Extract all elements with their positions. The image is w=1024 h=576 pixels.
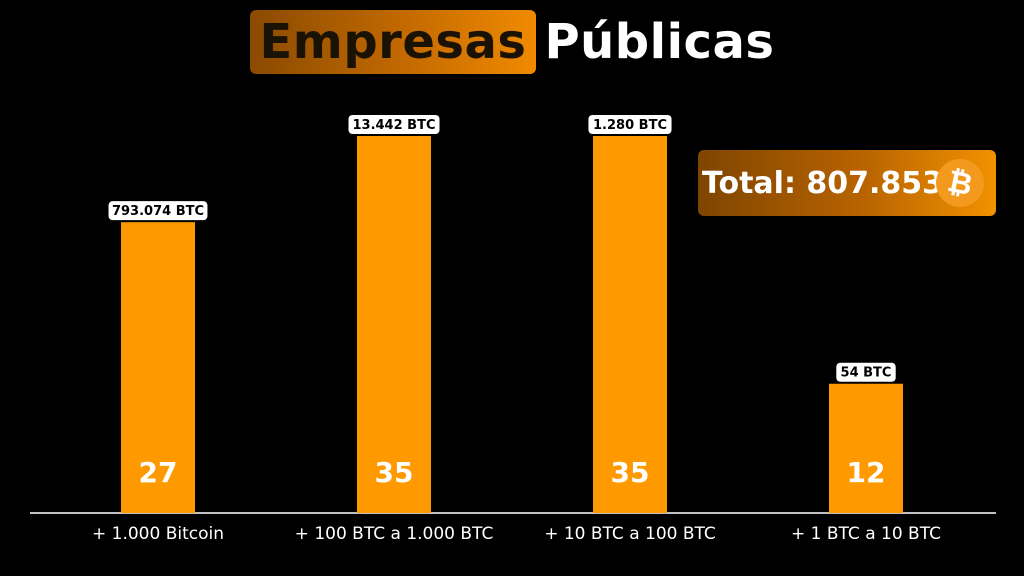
bar-count-label: 27: [139, 456, 178, 489]
data-label: 793.074 BTC: [112, 204, 204, 219]
bar-count-label: 35: [611, 456, 650, 489]
title-highlight: Empresas: [249, 10, 537, 74]
x-tick-label: + 100 BTC a 1.000 BTC: [295, 524, 494, 544]
bar: [593, 136, 667, 513]
data-label-pill: [348, 115, 440, 134]
data-label: 13.442 BTC: [352, 118, 435, 133]
x-tick-label: + 1.000 Bitcoin: [92, 524, 224, 544]
bar-count-label: 35: [375, 456, 414, 489]
data-label-pill: [588, 115, 672, 134]
title-rest: Públicas: [544, 14, 775, 70]
data-label: 1.280 BTC: [593, 118, 667, 133]
bitcoin-icon: ₿: [931, 154, 989, 212]
bar: [121, 222, 195, 513]
bar: [357, 136, 431, 513]
chart-title: Empresas Públicas: [0, 10, 1024, 74]
total-badge: Total: 807.853 ₿: [698, 150, 996, 216]
bar-count-label: 12: [847, 456, 886, 489]
data-label-pill: [108, 201, 208, 221]
data-label-pill: [836, 362, 896, 382]
x-tick-label: + 1 BTC a 10 BTC: [791, 524, 941, 544]
total-text: Total: 807.853: [702, 165, 944, 201]
x-tick-label: + 10 BTC a 100 BTC: [544, 524, 716, 544]
bar: [829, 383, 903, 513]
data-label: 54 BTC: [841, 366, 892, 381]
